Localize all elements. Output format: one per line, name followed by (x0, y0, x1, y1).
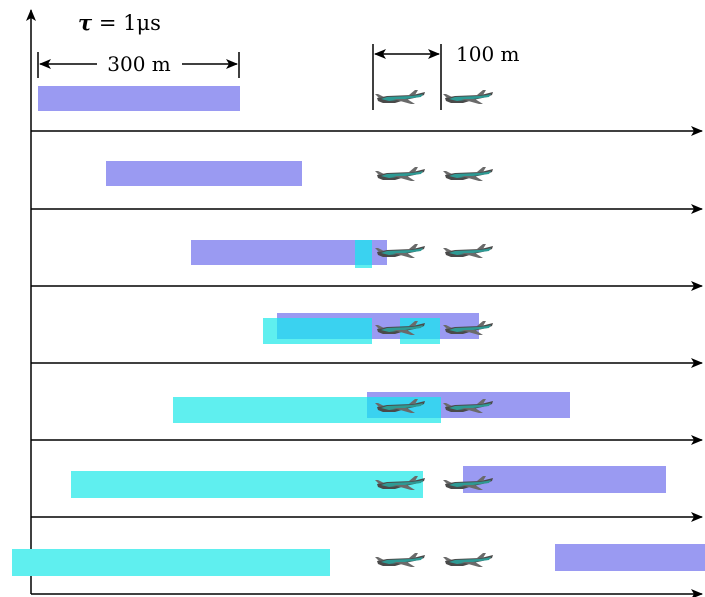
row-2 (106, 161, 302, 186)
transmitted-pulse (555, 544, 705, 571)
row-3 (191, 240, 387, 268)
row-7 (12, 544, 705, 576)
airplane-icon (375, 167, 425, 181)
echo-pulse (71, 471, 423, 498)
aircraft-spacing-dimension: 100 m (372, 42, 520, 110)
time-axes (31, 126, 703, 597)
pulse-length-dimension: 300 m (37, 52, 240, 78)
airplane-icon (375, 90, 425, 104)
pulse-length-label: 300 m (107, 52, 171, 76)
transmitted-pulse (106, 161, 302, 186)
airplane-icon (443, 90, 493, 104)
airplane-icon (443, 167, 493, 181)
airplane-icon (375, 553, 425, 567)
row-5 (173, 392, 570, 423)
transmitted-pulse (191, 240, 387, 265)
overlap-region (355, 240, 372, 265)
airplane-icon (443, 553, 493, 567)
overlap-region (277, 318, 372, 339)
airplane-icon (443, 244, 493, 258)
row-6 (71, 466, 666, 498)
row-1 (38, 86, 240, 111)
aircraft-spacing-label: 100 m (456, 42, 520, 66)
transmitted-pulse (38, 86, 240, 111)
transmitted-pulse (463, 466, 666, 493)
echo-pulse (12, 549, 330, 576)
pulse-duration-label: τ = 1μs (78, 10, 161, 35)
